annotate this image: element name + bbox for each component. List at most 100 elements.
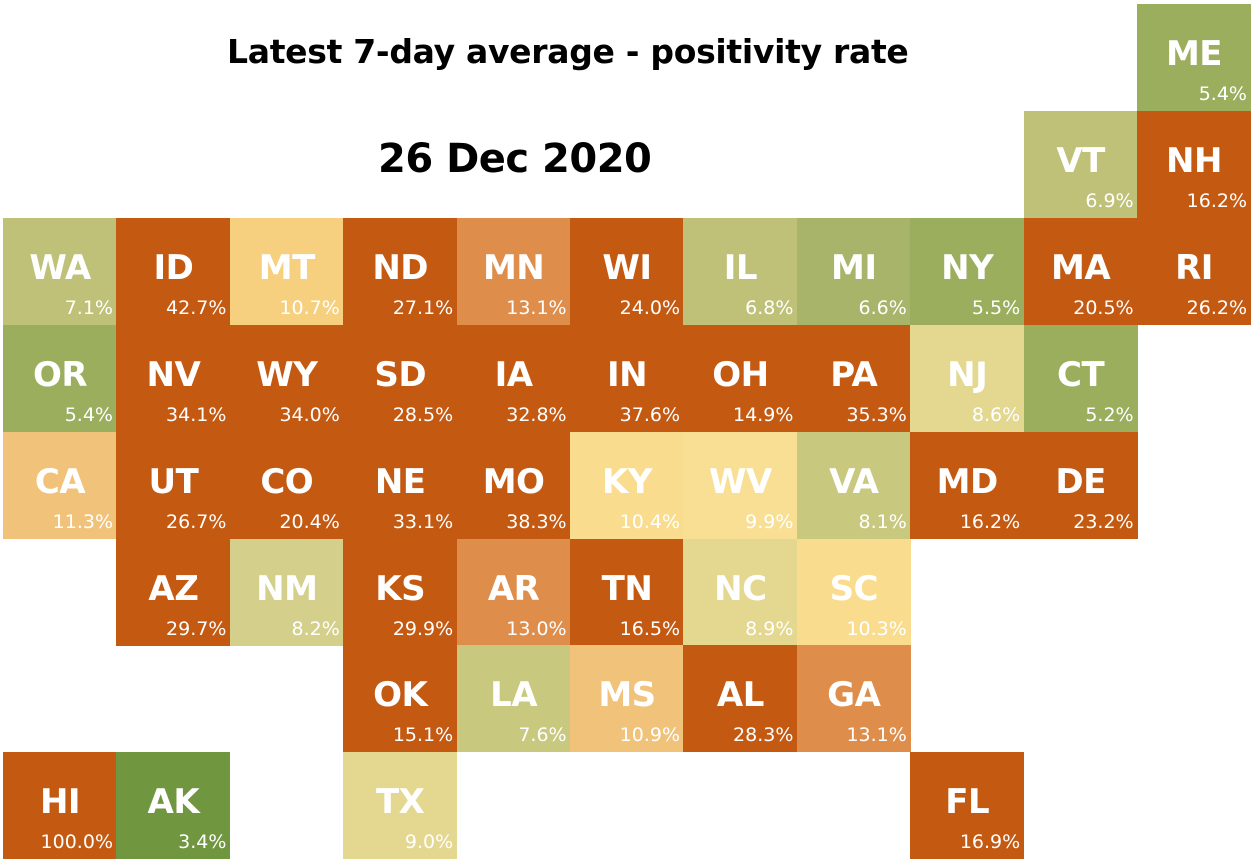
state-tile-wa: WA 7.1% (3, 217, 117, 325)
state-abbr: ND (372, 247, 429, 288)
state-tile-ct: CT 5.2% (1023, 324, 1138, 432)
state-tile-nc: NC 8.9% (683, 538, 798, 646)
state-abbr: MA (1051, 247, 1111, 288)
state-abbr: VA (829, 461, 879, 502)
state-abbr: ID (153, 247, 194, 288)
positivity-value: 32.8% (506, 403, 567, 426)
map-date: 26 Dec 2020 (378, 136, 652, 182)
state-tile-ne: NE 33.1% (343, 431, 458, 539)
positivity-value: 5.4% (64, 403, 113, 426)
state-abbr: MN (482, 247, 545, 288)
state-abbr: LA (490, 675, 538, 716)
positivity-value: 38.3% (506, 510, 567, 533)
state-abbr: ME (1165, 34, 1223, 74)
positivity-value: 20.5% (1073, 296, 1134, 319)
positivity-value: 33.1% (392, 510, 454, 533)
state-abbr: TX (375, 782, 425, 823)
state-abbr: IA (494, 354, 533, 395)
state-tile-nd: ND 27.1% (343, 217, 458, 325)
positivity-value: 8.2% (291, 617, 340, 640)
state-tile-ny: NY 5.5% (910, 217, 1025, 325)
state-abbr: MT (258, 247, 316, 288)
positivity-value: 6.8% (745, 296, 794, 319)
positivity-value: 29.7% (166, 617, 227, 640)
state-tile-ma: MA 20.5% (1023, 217, 1138, 325)
state-abbr: WV (708, 461, 772, 502)
state-tile-nj: NJ 8.6% (910, 324, 1025, 432)
positivity-value: 10.4% (619, 510, 680, 533)
state-abbr: KS (375, 568, 426, 609)
state-abbr: TN (601, 568, 653, 609)
positivity-value: 13.1% (506, 296, 567, 319)
positivity-value: 11.3% (52, 510, 113, 533)
state-abbr: DE (1055, 461, 1106, 502)
state-abbr: KY (602, 461, 652, 502)
state-abbr: SC (829, 568, 879, 609)
positivity-value: 35.3% (846, 403, 907, 426)
state-abbr: NE (374, 461, 426, 502)
state-tile-va: VA 8.1% (796, 431, 911, 539)
state-tile-ar: AR 13.0% (456, 538, 571, 646)
state-abbr: NY (941, 247, 994, 288)
state-abbr: VT (1056, 140, 1105, 181)
positivity-value: 26.7% (166, 510, 227, 533)
positivity-value: 34.1% (166, 403, 227, 426)
state-tile-wy: WY 34.0% (229, 324, 344, 432)
positivity-value: 10.7% (279, 296, 340, 319)
state-abbr: IN (606, 354, 648, 395)
positivity-value: 24.0% (619, 296, 680, 319)
state-abbr: NM (256, 568, 318, 609)
state-tile-mn: MN 13.1% (456, 217, 571, 325)
state-tile-az: AZ 29.7% (116, 538, 231, 646)
positivity-value: 6.6% (858, 296, 907, 319)
positivity-value: 8.6% (971, 403, 1021, 426)
state-tile-la: LA 7.6% (456, 645, 571, 753)
state-tile-hi: HI 100.0% (3, 752, 117, 859)
state-tile-ak: AK 3.4% (116, 752, 231, 859)
state-abbr: WA (29, 247, 91, 288)
state-tile-nh: NH 16.2% (1137, 110, 1251, 218)
state-abbr: FL (945, 782, 990, 823)
positivity-value: 5.5% (971, 296, 1021, 319)
positivity-value: 3.4% (178, 831, 227, 854)
positivity-value: 16.5% (619, 617, 680, 640)
state-tile-mt: MT 10.7% (229, 217, 344, 325)
state-tile-tn: TN 16.5% (570, 538, 684, 646)
state-abbr: MO (482, 461, 545, 502)
positivity-value: 16.9% (959, 831, 1021, 854)
state-abbr: MD (936, 461, 999, 502)
positivity-value: 15.1% (392, 724, 454, 747)
positivity-value: 26.2% (1186, 296, 1247, 319)
positivity-value: 5.2% (1085, 403, 1134, 426)
state-abbr: AZ (148, 568, 199, 609)
state-abbr: OR (32, 354, 88, 395)
positivity-value: 9.0% (404, 831, 454, 854)
state-tile-ia: IA 32.8% (456, 324, 571, 432)
state-abbr: HI (39, 782, 81, 823)
state-abbr: PA (830, 354, 878, 395)
positivity-value: 14.9% (733, 403, 794, 426)
state-tile-al: AL 28.3% (683, 645, 798, 753)
positivity-value: 29.9% (392, 617, 454, 640)
positivity-value: 9.9% (745, 510, 794, 533)
positivity-value: 100.0% (40, 831, 113, 854)
positivity-value: 13.0% (506, 617, 567, 640)
positivity-value: 10.3% (846, 617, 907, 640)
state-abbr: AL (716, 675, 764, 716)
state-abbr: IL (723, 247, 758, 288)
state-abbr: CT (1057, 354, 1105, 395)
state-tile-id: ID 42.7% (116, 217, 231, 325)
state-tile-de: DE 23.2% (1023, 431, 1138, 539)
state-abbr: CA (34, 461, 86, 502)
state-tile-fl: FL 16.9% (910, 752, 1025, 859)
positivity-value: 28.5% (392, 403, 454, 426)
positivity-value: 37.6% (619, 403, 680, 426)
positivity-value: 16.2% (1186, 189, 1247, 212)
state-abbr: WY (256, 354, 318, 395)
state-tile-tx: TX 9.0% (343, 752, 458, 859)
state-abbr: NH (1166, 140, 1222, 181)
positivity-value: 7.1% (64, 296, 113, 319)
state-abbr: RI (1175, 247, 1213, 288)
state-tile-or: OR 5.4% (3, 324, 117, 432)
state-abbr: UT (148, 461, 199, 502)
